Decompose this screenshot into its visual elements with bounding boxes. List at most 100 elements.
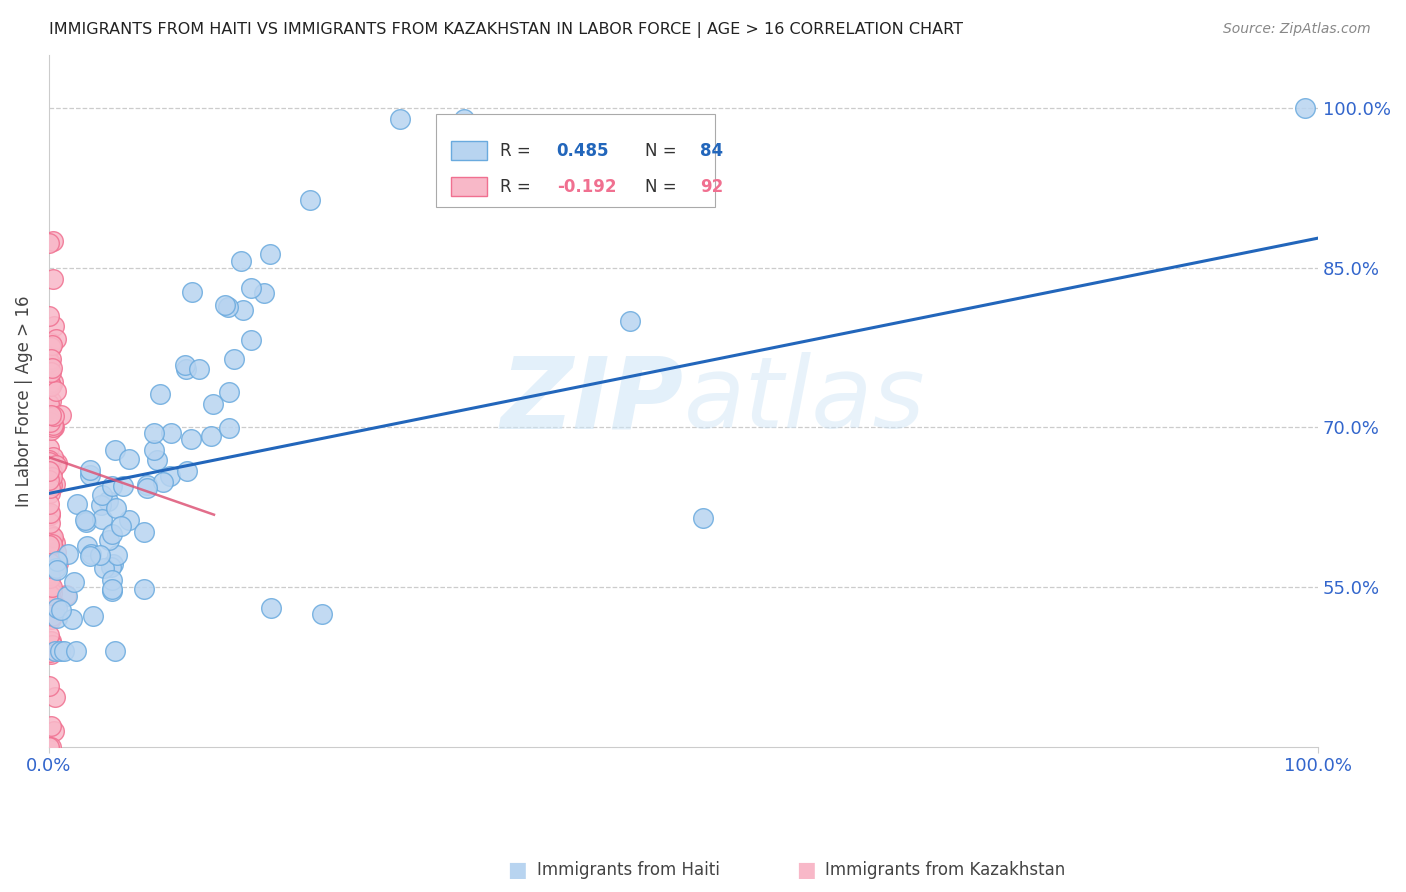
Point	[39, 351, 62, 366]
Point	[39, 566, 62, 581]
Point	[218, 421, 240, 435]
Text: 0.485: 0.485	[557, 142, 609, 160]
Point	[38, 409, 60, 424]
Point	[42, 235, 65, 249]
Point	[41, 719, 63, 733]
Point	[79, 463, 101, 477]
Point	[146, 453, 169, 467]
Point	[143, 443, 166, 458]
Point	[39, 486, 62, 500]
Point	[38, 464, 60, 478]
Point	[38, 497, 60, 511]
Point	[75, 515, 97, 529]
Point	[90, 498, 112, 512]
Point	[100, 479, 122, 493]
Point	[619, 314, 641, 328]
Point	[105, 548, 128, 562]
Point	[45, 611, 67, 625]
Point	[143, 425, 166, 440]
Point	[38, 473, 60, 487]
Point	[41, 478, 63, 492]
Point	[55, 588, 77, 602]
Point	[214, 298, 236, 312]
Point	[39, 528, 62, 542]
Point	[39, 479, 62, 493]
Point	[187, 362, 209, 376]
Point	[38, 473, 60, 487]
Point	[41, 537, 63, 551]
Point	[45, 545, 67, 559]
Point	[253, 286, 276, 301]
Point	[41, 361, 63, 376]
Point	[39, 340, 62, 354]
Text: N =: N =	[645, 178, 682, 195]
Point	[75, 513, 97, 527]
Point	[174, 358, 197, 372]
Point	[1294, 101, 1316, 115]
Point	[42, 319, 65, 334]
Point	[39, 378, 62, 392]
Point	[41, 470, 63, 484]
Point	[259, 246, 281, 260]
Point	[42, 375, 65, 389]
Point	[389, 112, 412, 126]
Point	[38, 599, 60, 614]
Point	[42, 272, 65, 286]
Point	[134, 524, 156, 539]
Point	[39, 739, 62, 754]
Text: Immigrants from Haiti: Immigrants from Haiti	[537, 861, 720, 879]
Point	[39, 408, 62, 422]
Point	[38, 361, 60, 376]
Point	[110, 518, 132, 533]
Point	[39, 365, 62, 379]
Point	[39, 604, 62, 618]
Point	[46, 563, 69, 577]
Point	[60, 612, 83, 626]
Text: 92: 92	[700, 178, 723, 195]
Y-axis label: In Labor Force | Age > 16: In Labor Force | Age > 16	[15, 295, 32, 507]
Point	[132, 582, 155, 596]
Point	[159, 469, 181, 483]
Point	[42, 418, 65, 433]
Point	[101, 584, 124, 599]
Point	[45, 332, 67, 346]
Point	[260, 601, 283, 615]
Point	[56, 547, 79, 561]
Point	[42, 530, 65, 544]
Point	[101, 557, 124, 571]
Point	[56, 590, 79, 604]
Point	[218, 385, 240, 400]
Point	[38, 377, 60, 392]
Point	[38, 587, 60, 601]
Point	[39, 570, 62, 584]
Point	[42, 419, 65, 434]
Point	[311, 607, 333, 621]
Point	[80, 547, 103, 561]
Point	[39, 508, 62, 523]
Point	[39, 376, 62, 390]
Bar	[451, 141, 486, 161]
Text: IMMIGRANTS FROM HAITI VS IMMIGRANTS FROM KAZAKHSTAN IN LABOR FORCE | AGE > 16 CO: IMMIGRANTS FROM HAITI VS IMMIGRANTS FROM…	[49, 22, 963, 38]
Point	[104, 443, 127, 458]
Point	[41, 580, 63, 594]
Point	[240, 333, 263, 347]
Point	[100, 559, 122, 574]
Point	[38, 739, 60, 754]
Point	[76, 539, 98, 553]
Point	[38, 397, 60, 411]
Point	[45, 384, 67, 399]
Point	[46, 601, 69, 615]
Point	[44, 598, 66, 612]
Text: Immigrants from Kazakhstan: Immigrants from Kazakhstan	[825, 861, 1066, 879]
Point	[202, 397, 225, 411]
Point	[41, 638, 63, 652]
Point	[39, 516, 62, 530]
Point	[39, 415, 62, 429]
Point	[39, 423, 62, 437]
Point	[41, 531, 63, 545]
Point	[118, 513, 141, 527]
Text: 84: 84	[700, 142, 723, 160]
Point	[38, 580, 60, 594]
Point	[38, 481, 60, 495]
Point	[41, 647, 63, 661]
